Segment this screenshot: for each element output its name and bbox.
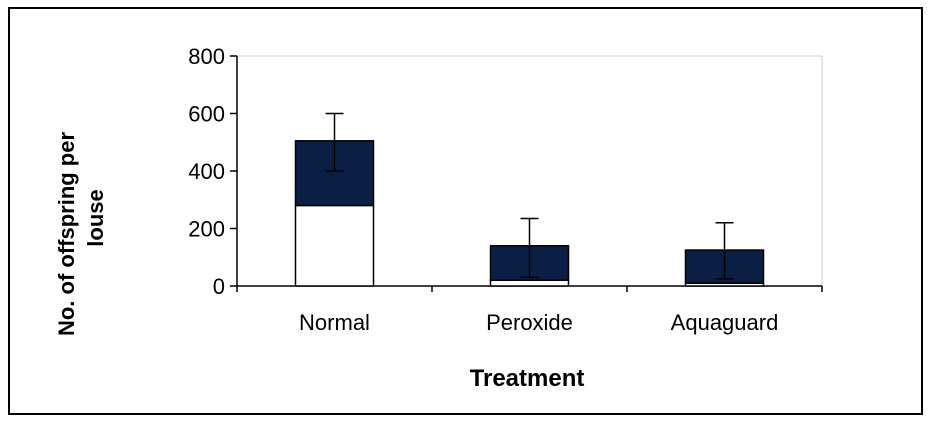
plot-area: 0 200 400 600 800 Normal Peroxide Aquaguard bbox=[188, 44, 823, 335]
bar-segment-lower bbox=[294, 204, 375, 287]
x-tick-label: Peroxide bbox=[486, 310, 573, 335]
y-tick-label: 200 bbox=[188, 217, 225, 242]
y-axis-title-line-1: No. of offspring per bbox=[54, 132, 79, 337]
y-tick-label: 400 bbox=[188, 159, 225, 184]
y-tick-label: 0 bbox=[213, 274, 225, 299]
x-axis-title: Treatment bbox=[470, 365, 585, 392]
y-axis-title-line-2: louse bbox=[83, 189, 108, 246]
y-tick-label: 600 bbox=[188, 102, 225, 127]
x-tick-label: Normal bbox=[299, 310, 370, 335]
chart-frame bbox=[8, 7, 923, 415]
bar-segment-lower bbox=[489, 279, 570, 287]
x-tick-label: Aquaguard bbox=[671, 310, 779, 335]
bar-segment-upper bbox=[294, 140, 375, 207]
y-tick-label: 800 bbox=[188, 44, 225, 69]
y-axis-title: No. of offspring per louse bbox=[54, 132, 108, 337]
